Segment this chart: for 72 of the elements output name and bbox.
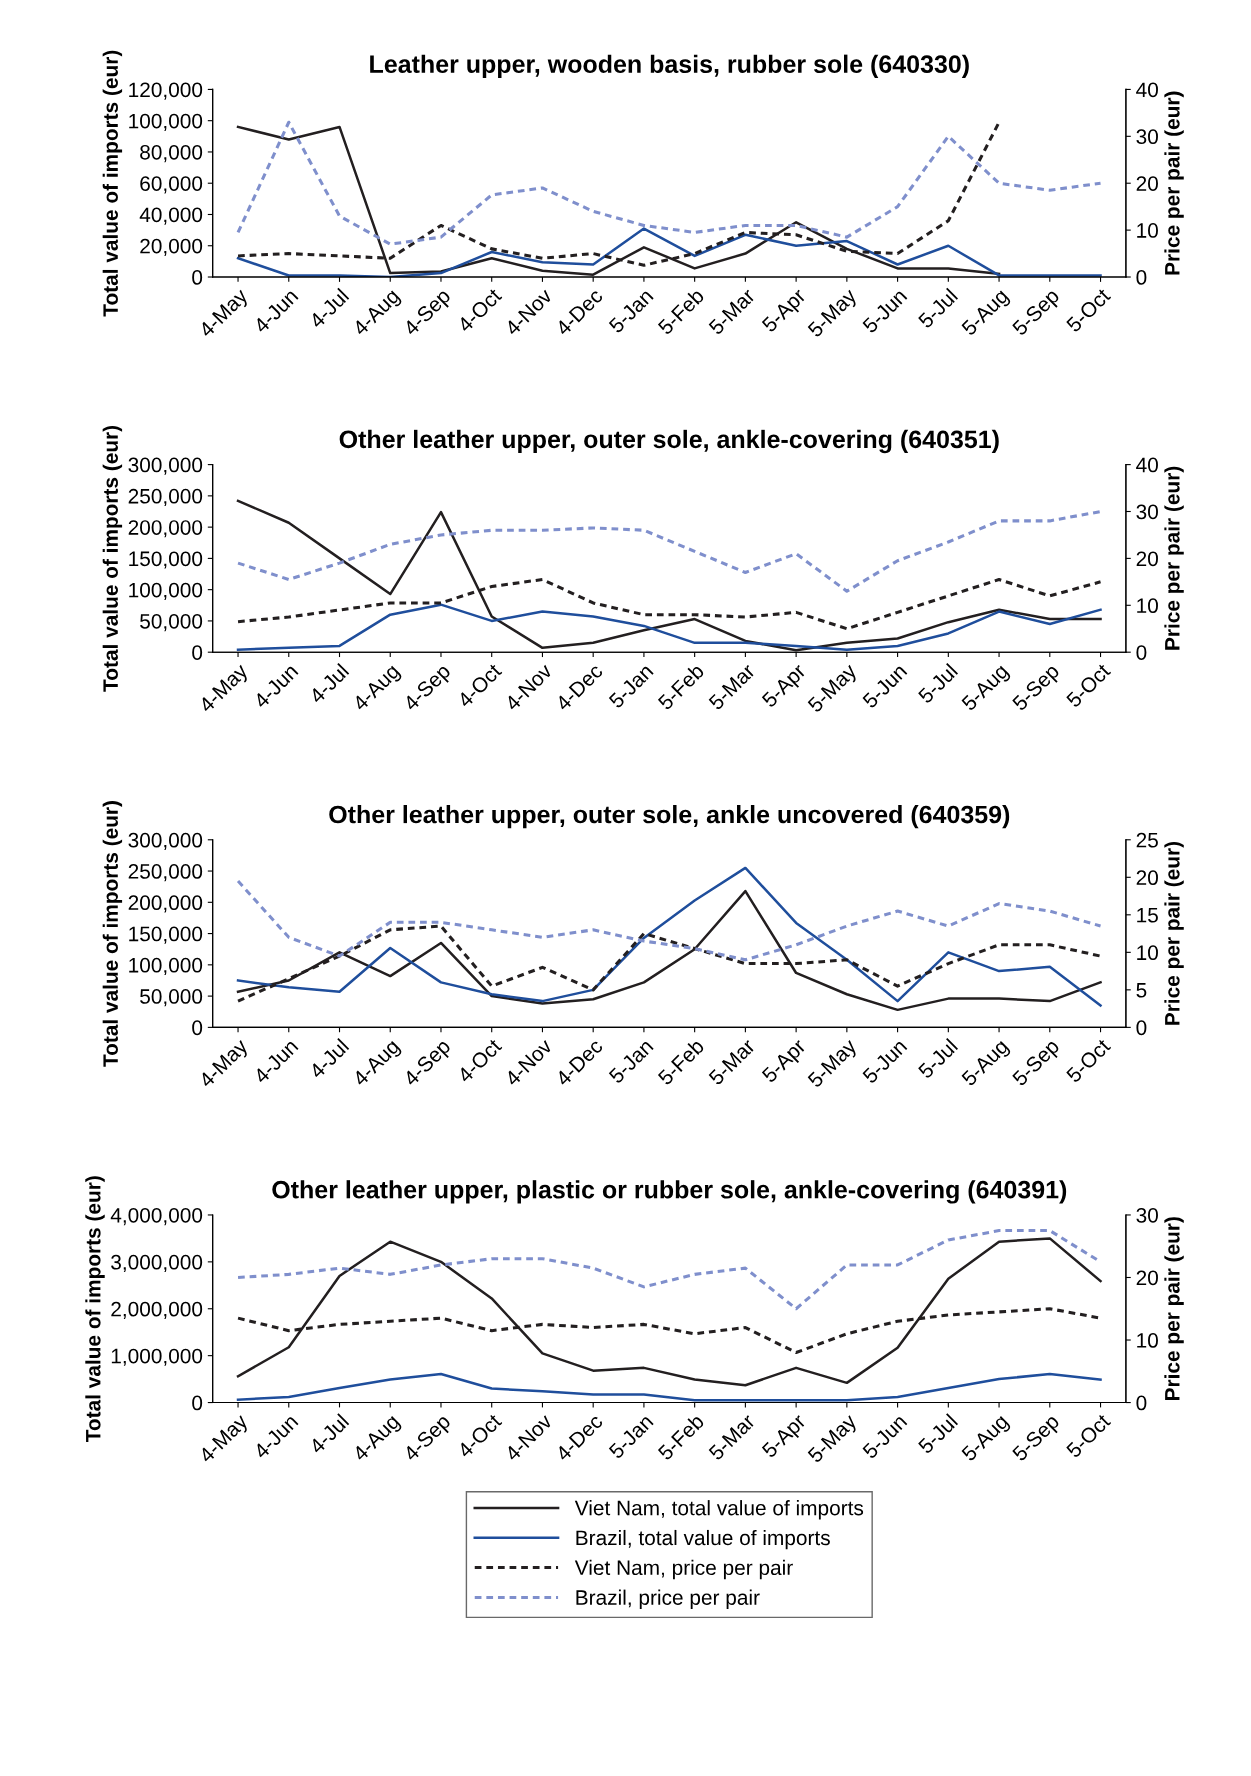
y2-tick-label: 10 <box>1137 223 1158 238</box>
y-tick-label: 150,000 <box>129 551 203 569</box>
y-tick-label: 60,000 <box>140 176 203 194</box>
y2-tick-label: 30 <box>1136 504 1158 520</box>
y-axis-title: Total value of imports (eur) <box>102 425 123 692</box>
y2-tick-label: 40 <box>1136 457 1158 473</box>
y-tick-label: 3,000,000 <box>111 1254 203 1273</box>
y-axis-title: Total value of imports (eur) <box>102 50 123 317</box>
y-tick-label: 300,000 <box>128 832 203 850</box>
y2-tick-label: 0 <box>1136 1020 1147 1036</box>
legend-label: Viet Nam, price per pair <box>574 1559 793 1580</box>
y2-tick-label: 0 <box>1136 645 1147 660</box>
y-tick-label: 200,000 <box>128 520 203 538</box>
legend-label: Viet Nam, total value of imports <box>574 1500 864 1520</box>
y-tick-label: 40,000 <box>139 207 203 225</box>
legend-label: Brazil, total value of imports <box>576 1529 830 1550</box>
y-tick-label: 120,000 <box>129 82 203 100</box>
y2-tick-label: 25 <box>1136 832 1158 848</box>
chart-title: Leather upper, wooden basis, rubber sole (640330) <box>370 54 969 78</box>
line-series <box>236 1372 1102 1402</box>
line-series <box>236 1237 1102 1387</box>
y-tick-label: 0 <box>192 1395 203 1411</box>
y2-tick-label: 20 <box>1136 176 1158 191</box>
chart-title: Other leather upper, plastic or rubber sole, ankle-covering (640391) <box>272 1180 1067 1204</box>
y2-tick-label: 20 <box>1136 870 1158 886</box>
y-axis-title: Total value of imports (eur) <box>102 801 123 1067</box>
y2-tick-label: 5 <box>1136 983 1147 998</box>
y-tick-label: 0 <box>192 645 203 660</box>
line-series <box>236 227 1102 278</box>
y-tick-label: 50,000 <box>140 613 203 632</box>
y2-tick-label: 15 <box>1137 908 1158 923</box>
chart-title: Other leather upper, outer sole, ankle-covering (640351) <box>339 429 999 454</box>
y2-tick-label: 0 <box>1136 1395 1147 1411</box>
y2-axis-title: Price per pair (eur) <box>1164 91 1184 275</box>
line-series <box>236 120 1103 246</box>
y-tick-label: 100,000 <box>129 113 203 131</box>
y-tick-label: 1,000,000 <box>111 1348 203 1366</box>
y2-axis-title: Price per pair (eur) <box>1164 466 1184 650</box>
y-tick-label: 300,000 <box>128 457 203 475</box>
y2-axis-title: Price per pair (eur) <box>1164 841 1184 1025</box>
y2-tick-label: 10 <box>1137 945 1158 961</box>
line-series <box>236 866 1102 1007</box>
legend-label: Brazil, price per pair <box>576 1589 760 1610</box>
line-series <box>236 879 1103 962</box>
y2-tick-label: 10 <box>1137 598 1158 614</box>
y-tick-label: 0 <box>192 270 203 285</box>
y-tick-label: 50,000 <box>140 989 203 1007</box>
y-tick-label: 20,000 <box>140 238 203 256</box>
y2-tick-label: 20 <box>1136 551 1158 567</box>
y-tick-label: 100,000 <box>129 957 203 976</box>
y-tick-label: 250,000 <box>128 488 203 507</box>
y2-tick-label: 30 <box>1136 129 1158 145</box>
line-series <box>236 509 1103 593</box>
line-series <box>236 889 1102 1012</box>
y-tick-label: 200,000 <box>128 895 203 913</box>
y2-tick-label: 0 <box>1136 270 1147 285</box>
chart-title: Other leather upper, outer sole, ankle uncovered (640359) <box>329 805 1010 829</box>
y2-tick-label: 40 <box>1136 82 1158 98</box>
line-series <box>236 603 1102 651</box>
y2-tick-label: 10 <box>1137 1333 1158 1348</box>
y2-axis-title: Price per pair (eur) <box>1164 1217 1184 1400</box>
y-axis-title: Total value of imports (eur) <box>85 1176 105 1443</box>
y-tick-label: 80,000 <box>140 144 203 163</box>
y2-tick-label: 20 <box>1136 1270 1158 1286</box>
y-tick-label: 100,000 <box>129 582 203 600</box>
y-tick-label: 150,000 <box>129 926 203 944</box>
y-tick-label: 2,000,000 <box>111 1301 203 1319</box>
y-tick-label: 0 <box>192 1020 203 1036</box>
line-series <box>236 499 1102 652</box>
y-tick-label: 250,000 <box>128 864 203 882</box>
y2-tick-label: 30 <box>1136 1207 1158 1223</box>
y-tick-label: 4,000,000 <box>110 1207 203 1226</box>
